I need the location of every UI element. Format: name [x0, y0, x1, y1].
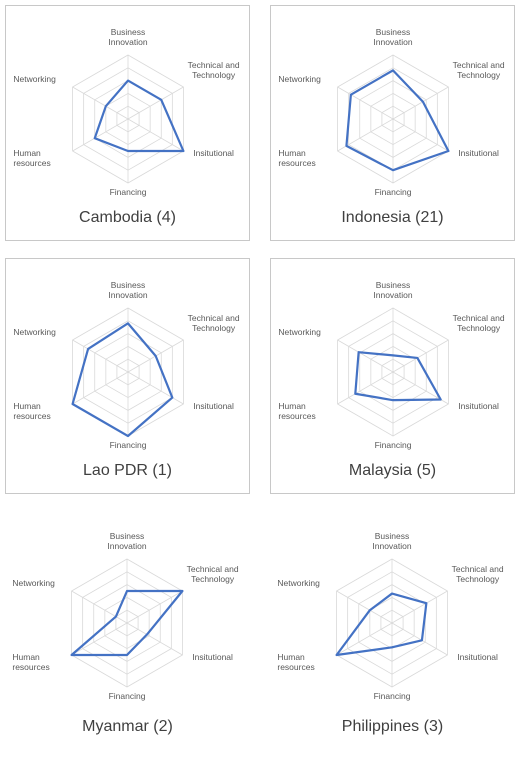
radar-line — [70, 589, 184, 657]
axis-label: Business Innovation — [108, 280, 148, 300]
radar-line — [71, 322, 174, 438]
spoke — [71, 622, 128, 656]
axis-label: Human resources — [278, 148, 316, 168]
chart-panel: Business Innovation Technical and Technol… — [270, 505, 515, 755]
chart — [337, 54, 450, 184]
axis-label: Insitutional — [457, 652, 498, 662]
chart-panel: Business Innovation Technical and Technol… — [5, 258, 250, 494]
spoke — [126, 590, 183, 624]
chart-title: Indonesia (21) — [341, 209, 444, 226]
chart-panel: Business Innovation Technical and Technol… — [270, 5, 515, 241]
chart — [71, 307, 184, 438]
radar-line — [345, 69, 450, 172]
spoke — [391, 590, 448, 624]
spoke — [72, 118, 129, 152]
axis-label: Human resources — [12, 652, 50, 672]
spoke — [337, 339, 394, 373]
axis-label: Technical and Technology — [452, 60, 505, 80]
chart-panel: Business Innovation Technical and Technol… — [270, 258, 515, 494]
chart-title: Cambodia (4) — [79, 209, 176, 226]
axis-label: Insitutional — [458, 401, 499, 411]
chart — [72, 54, 185, 184]
axis-label: Technical and Technology — [186, 564, 239, 584]
spoke — [392, 339, 449, 373]
axis-label: Financing — [374, 187, 412, 197]
radar-line — [354, 351, 442, 402]
spoke — [392, 118, 449, 152]
axis-label: Business Innovation — [372, 531, 412, 551]
chart-title: Philippines (3) — [341, 718, 444, 735]
axis-label: Networking — [12, 578, 55, 588]
axis-label: Business Innovation — [107, 531, 147, 551]
axis-label: Networking — [13, 327, 56, 337]
axis-label: Human resources — [278, 401, 316, 421]
axis-label: Business Innovation — [373, 27, 413, 47]
chart — [70, 558, 184, 688]
spoke — [336, 590, 393, 624]
spoke — [126, 622, 183, 656]
spoke — [72, 86, 129, 120]
axis-label: Human resources — [13, 401, 51, 421]
chart-title: Malaysia (5) — [348, 462, 437, 479]
axis-label: Financing — [109, 440, 147, 450]
spoke — [72, 339, 129, 373]
spoke — [127, 86, 184, 120]
axis-label: Networking — [278, 74, 321, 84]
axis-label: Financing — [373, 691, 411, 701]
axis-label: Technical and Technology — [452, 313, 505, 333]
spoke — [127, 118, 184, 152]
spoke — [71, 590, 128, 624]
axis-label: Human resources — [277, 652, 315, 672]
chart-title: Lao PDR (1) — [83, 462, 172, 479]
axis-label: Technical and Technology — [187, 313, 240, 333]
spoke — [337, 86, 394, 120]
spoke — [392, 86, 449, 120]
chart — [335, 558, 448, 688]
axis-label: Insitutional — [193, 148, 234, 158]
chart — [337, 307, 449, 437]
chart-panel: Business Innovation Technical and Technol… — [5, 5, 250, 241]
axis-label: Financing — [109, 187, 147, 197]
chart-title: Myanmar (2) — [82, 718, 173, 735]
spoke — [72, 371, 129, 405]
spoke — [391, 622, 448, 656]
axis-label: Human resources — [13, 148, 51, 168]
axis-label: Business Innovation — [108, 27, 148, 47]
axis-label: Networking — [13, 74, 56, 84]
axis-label: Technical and Technology — [187, 60, 240, 80]
spoke — [336, 622, 393, 656]
axis-label: Insitutional — [458, 148, 499, 158]
radar-line — [335, 592, 428, 657]
axis-label: Insitutional — [193, 401, 234, 411]
axis-label: Networking — [277, 578, 320, 588]
axis-label: Financing — [108, 691, 146, 701]
axis-label: Technical and Technology — [451, 564, 504, 584]
spoke — [127, 371, 184, 405]
axis-label: Financing — [374, 440, 412, 450]
chart-panel: Business Innovation Technical and Technol… — [5, 505, 250, 755]
axis-label: Insitutional — [192, 652, 233, 662]
radar-line — [93, 79, 185, 153]
axis-label: Business Innovation — [373, 280, 413, 300]
spoke — [337, 371, 394, 405]
axis-label: Networking — [278, 327, 321, 337]
